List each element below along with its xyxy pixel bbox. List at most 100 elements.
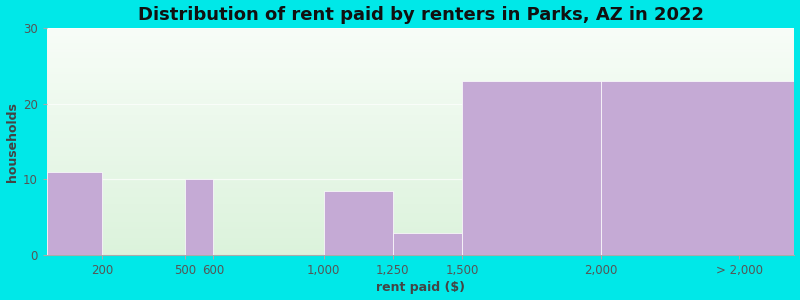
Bar [46, 89, 794, 92]
Bar [46, 82, 794, 85]
Bar [46, 130, 794, 133]
Bar [46, 219, 794, 221]
Bar [46, 137, 794, 139]
Bar [46, 173, 794, 176]
Bar [46, 103, 794, 105]
Bar [46, 144, 794, 146]
Bar [46, 253, 794, 255]
Bar [46, 172, 102, 255]
Bar [46, 198, 794, 201]
Bar [46, 60, 794, 62]
Bar [46, 57, 794, 60]
Bar [46, 44, 794, 46]
Bar [46, 39, 794, 41]
Bar [46, 128, 794, 130]
Bar [46, 126, 794, 128]
Bar [46, 148, 794, 151]
Bar [46, 64, 794, 67]
Bar [46, 121, 794, 123]
Bar [46, 110, 794, 112]
Bar [46, 239, 794, 242]
Bar [46, 55, 794, 57]
Bar [46, 189, 794, 192]
Bar [46, 94, 794, 96]
Bar [46, 37, 794, 39]
Bar [185, 179, 213, 255]
Bar [46, 162, 794, 164]
Bar [601, 81, 794, 255]
Title: Distribution of rent paid by renters in Parks, AZ in 2022: Distribution of rent paid by renters in … [138, 6, 703, 24]
Bar [46, 92, 794, 94]
Bar [46, 235, 794, 237]
Bar [46, 226, 794, 228]
Bar [46, 85, 794, 87]
Bar [46, 169, 794, 171]
Bar [46, 98, 794, 101]
Bar [46, 80, 794, 83]
Bar [393, 232, 462, 255]
Bar [46, 123, 794, 126]
Bar [46, 192, 794, 194]
Bar [323, 191, 393, 255]
Bar [46, 119, 794, 121]
Bar [46, 212, 794, 214]
Bar [46, 32, 794, 35]
Bar [46, 242, 794, 244]
Bar [46, 87, 794, 89]
Bar [46, 201, 794, 203]
Bar [46, 117, 794, 119]
Bar [46, 244, 794, 246]
Bar [46, 62, 794, 64]
Bar [46, 41, 794, 44]
X-axis label: rent paid ($): rent paid ($) [376, 281, 465, 294]
Bar [46, 151, 794, 153]
Bar [46, 217, 794, 219]
Bar [46, 232, 794, 235]
Bar [46, 107, 794, 110]
Bar [46, 69, 794, 71]
Bar [46, 155, 794, 158]
Bar [46, 28, 794, 30]
Bar [46, 221, 794, 224]
Bar [46, 139, 794, 142]
Y-axis label: households: households [6, 102, 18, 182]
Bar [46, 67, 794, 69]
Bar [46, 203, 794, 205]
Bar [46, 71, 794, 74]
Bar [46, 48, 794, 51]
Bar [46, 210, 794, 212]
Bar [46, 208, 794, 210]
Bar [46, 142, 794, 144]
Bar [46, 187, 794, 189]
Bar [46, 53, 794, 55]
Bar [46, 185, 794, 187]
Bar [46, 214, 794, 217]
Bar [46, 158, 794, 160]
Bar [46, 180, 794, 182]
Bar [46, 228, 794, 230]
Bar [46, 74, 794, 76]
Bar [46, 178, 794, 180]
Bar [46, 114, 794, 117]
Bar [46, 160, 794, 162]
Bar [46, 30, 794, 32]
Bar [46, 251, 794, 253]
Bar [46, 133, 794, 135]
Bar [46, 96, 794, 98]
Bar [46, 230, 794, 232]
Bar [46, 248, 794, 251]
Bar [46, 237, 794, 239]
Bar [46, 78, 794, 80]
Bar [46, 176, 794, 178]
Bar [46, 246, 794, 248]
Bar [46, 164, 794, 166]
Bar [46, 153, 794, 155]
Bar [46, 105, 794, 107]
Bar [46, 135, 794, 137]
Bar [46, 171, 794, 173]
Bar [46, 35, 794, 37]
Bar [46, 51, 794, 53]
Bar [462, 81, 601, 255]
Bar [46, 46, 794, 48]
Bar [46, 100, 794, 103]
